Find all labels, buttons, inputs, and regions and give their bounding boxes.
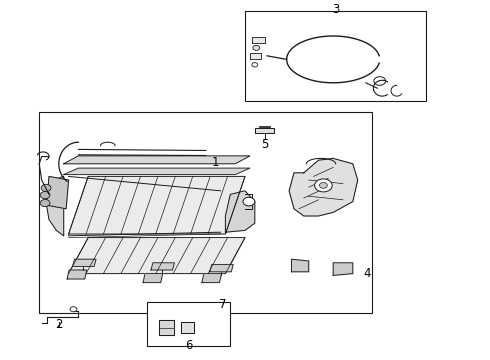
Circle shape (243, 197, 255, 206)
Circle shape (253, 45, 260, 50)
Circle shape (41, 184, 51, 192)
Text: 5: 5 (261, 138, 269, 150)
Polygon shape (252, 37, 265, 43)
Polygon shape (69, 176, 245, 234)
Text: 3: 3 (332, 3, 340, 15)
Polygon shape (67, 270, 87, 279)
Polygon shape (64, 168, 250, 175)
Polygon shape (181, 322, 194, 333)
Circle shape (374, 77, 386, 85)
Polygon shape (69, 238, 245, 274)
Polygon shape (69, 238, 245, 274)
Polygon shape (202, 274, 221, 283)
Circle shape (319, 183, 327, 188)
Circle shape (252, 63, 258, 67)
Polygon shape (47, 176, 64, 236)
Polygon shape (255, 128, 274, 133)
Polygon shape (69, 176, 245, 234)
Polygon shape (64, 156, 250, 164)
Text: 7: 7 (219, 298, 227, 311)
Polygon shape (292, 259, 309, 272)
Bar (147, 302, 230, 346)
Text: 4: 4 (364, 267, 371, 280)
Polygon shape (210, 265, 233, 272)
Polygon shape (250, 53, 261, 59)
Circle shape (70, 307, 77, 312)
Text: 6: 6 (185, 339, 193, 352)
Text: 1: 1 (212, 156, 220, 168)
Text: 2: 2 (55, 318, 63, 330)
Polygon shape (47, 176, 69, 209)
Circle shape (315, 179, 332, 192)
Polygon shape (333, 263, 353, 275)
Polygon shape (225, 191, 255, 232)
Circle shape (40, 199, 50, 207)
Polygon shape (289, 158, 358, 216)
Polygon shape (143, 274, 163, 283)
Bar (39, 112, 372, 313)
Polygon shape (159, 320, 174, 335)
Circle shape (40, 192, 50, 199)
Polygon shape (151, 263, 174, 270)
Bar (245, 11, 426, 101)
Polygon shape (73, 259, 96, 266)
